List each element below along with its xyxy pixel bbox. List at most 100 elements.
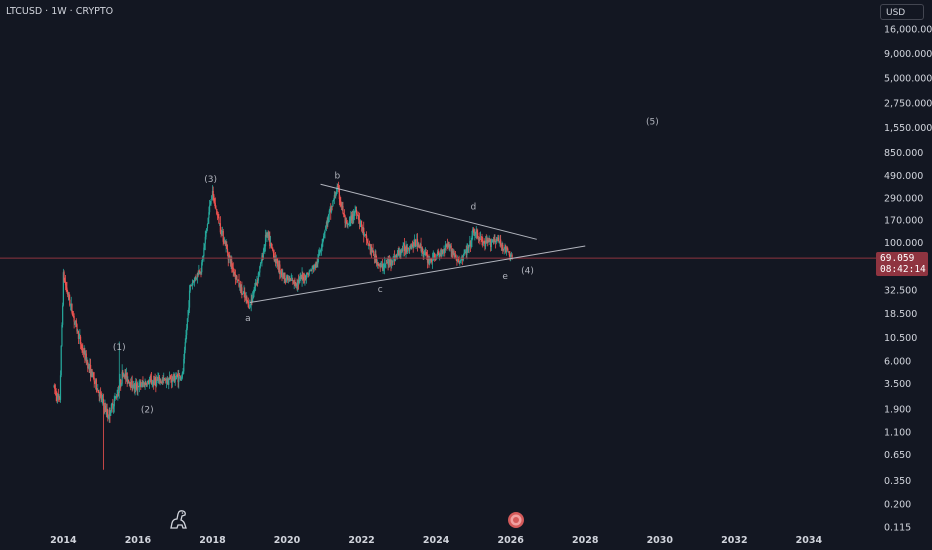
candle-body bbox=[254, 282, 257, 287]
candle-body bbox=[395, 254, 397, 258]
candle-body bbox=[114, 396, 116, 401]
tradingview-dino-icon[interactable] bbox=[168, 508, 190, 530]
candle-body bbox=[209, 203, 211, 206]
candle-body bbox=[412, 245, 414, 248]
candle-body bbox=[463, 252, 465, 256]
candle-body bbox=[444, 249, 446, 251]
candle-body bbox=[325, 226, 327, 230]
candle-body bbox=[417, 244, 419, 248]
candle-body bbox=[223, 241, 225, 243]
candle-body bbox=[202, 255, 204, 258]
candle-body bbox=[323, 232, 325, 236]
candle-body bbox=[332, 201, 334, 207]
candle-body bbox=[98, 392, 100, 397]
candle-body bbox=[443, 249, 445, 251]
wave-label: (1) bbox=[113, 343, 126, 353]
candle-body bbox=[154, 377, 156, 382]
candle-body bbox=[160, 380, 162, 382]
candle-body bbox=[357, 215, 359, 217]
candle-body bbox=[203, 247, 205, 256]
candle-body bbox=[404, 250, 406, 252]
candle-body bbox=[478, 238, 480, 240]
candle-body bbox=[366, 240, 368, 243]
candle-body bbox=[492, 239, 495, 243]
candle-body bbox=[67, 292, 69, 295]
candle-body bbox=[188, 290, 191, 308]
candle-body bbox=[249, 304, 252, 305]
candle-body bbox=[423, 252, 425, 257]
candle-body bbox=[260, 262, 262, 264]
candle-body bbox=[167, 378, 169, 385]
time-axis[interactable]: 2014 2016 2018 2020 2022 2024 2026 2028 2030 2032… bbox=[50, 535, 822, 546]
candle-body bbox=[134, 385, 136, 389]
candle-body bbox=[133, 384, 135, 389]
candle-body bbox=[239, 284, 242, 292]
candle-body bbox=[69, 304, 72, 306]
candle-body bbox=[322, 235, 325, 240]
candle-body bbox=[303, 279, 305, 281]
candle-body bbox=[322, 239, 324, 243]
candle-body bbox=[135, 383, 138, 389]
candle-body bbox=[345, 220, 347, 224]
candle-body bbox=[356, 214, 358, 216]
candle-body bbox=[158, 376, 161, 383]
candle-body bbox=[487, 240, 489, 241]
candle-body bbox=[473, 231, 475, 235]
candle-body bbox=[304, 275, 306, 281]
candle-body bbox=[210, 199, 212, 204]
price-tick-label: 32.500 bbox=[884, 285, 917, 296]
candle-body bbox=[437, 251, 439, 255]
candle-body bbox=[221, 230, 224, 232]
candle-body bbox=[262, 255, 264, 259]
candle-body bbox=[72, 312, 74, 316]
candle-body bbox=[163, 377, 165, 380]
candle-body bbox=[214, 203, 216, 209]
candle-body bbox=[416, 239, 418, 246]
candle-body bbox=[58, 396, 60, 398]
candle-body bbox=[102, 398, 105, 405]
candle-body bbox=[118, 387, 120, 393]
candle-body bbox=[175, 377, 177, 380]
candle-body bbox=[100, 392, 102, 394]
candle-body bbox=[192, 281, 194, 284]
earnings-event-icon[interactable] bbox=[507, 511, 525, 529]
candle-body bbox=[429, 258, 432, 261]
price-axis[interactable]: 16,000.000 9,000.000 5,000.000 2,750.000 1,5… bbox=[884, 25, 932, 534]
candle-body bbox=[203, 243, 206, 248]
candle-body bbox=[152, 381, 154, 383]
candle-body bbox=[491, 241, 493, 243]
candle-body bbox=[510, 255, 512, 258]
candle-body bbox=[380, 264, 382, 268]
candle-body bbox=[411, 244, 414, 246]
candle-body bbox=[234, 272, 236, 275]
candle-body bbox=[176, 374, 178, 378]
candle-body bbox=[282, 273, 285, 278]
candle-body bbox=[392, 257, 394, 263]
trendline-upper bbox=[320, 183, 537, 240]
candle-body bbox=[240, 287, 242, 292]
candle-body bbox=[467, 247, 469, 248]
candle-body bbox=[350, 215, 353, 221]
candle-body bbox=[270, 242, 272, 244]
candle-body bbox=[206, 228, 208, 232]
candle-body bbox=[288, 278, 290, 281]
candle-body bbox=[439, 253, 442, 255]
candle-body bbox=[452, 250, 454, 254]
price-tick-label: 5,000.000 bbox=[884, 74, 932, 85]
candle-body bbox=[178, 375, 181, 376]
candle-body bbox=[502, 244, 504, 250]
time-tick-label: 2018 bbox=[199, 535, 226, 546]
candle-body bbox=[142, 382, 144, 384]
candle-body bbox=[317, 257, 319, 265]
currency-selector[interactable]: USD bbox=[880, 4, 924, 20]
symbol-title[interactable]: LTCUSD · 1W · CRYPTO bbox=[6, 6, 114, 17]
candle-body bbox=[185, 335, 187, 343]
candle-body bbox=[509, 254, 511, 258]
trendlines-layer[interactable] bbox=[249, 183, 586, 304]
candle-body bbox=[204, 236, 206, 244]
candle-body bbox=[373, 251, 375, 256]
candle-body bbox=[488, 239, 490, 243]
candle-body bbox=[91, 369, 93, 377]
candle-body bbox=[177, 376, 179, 383]
